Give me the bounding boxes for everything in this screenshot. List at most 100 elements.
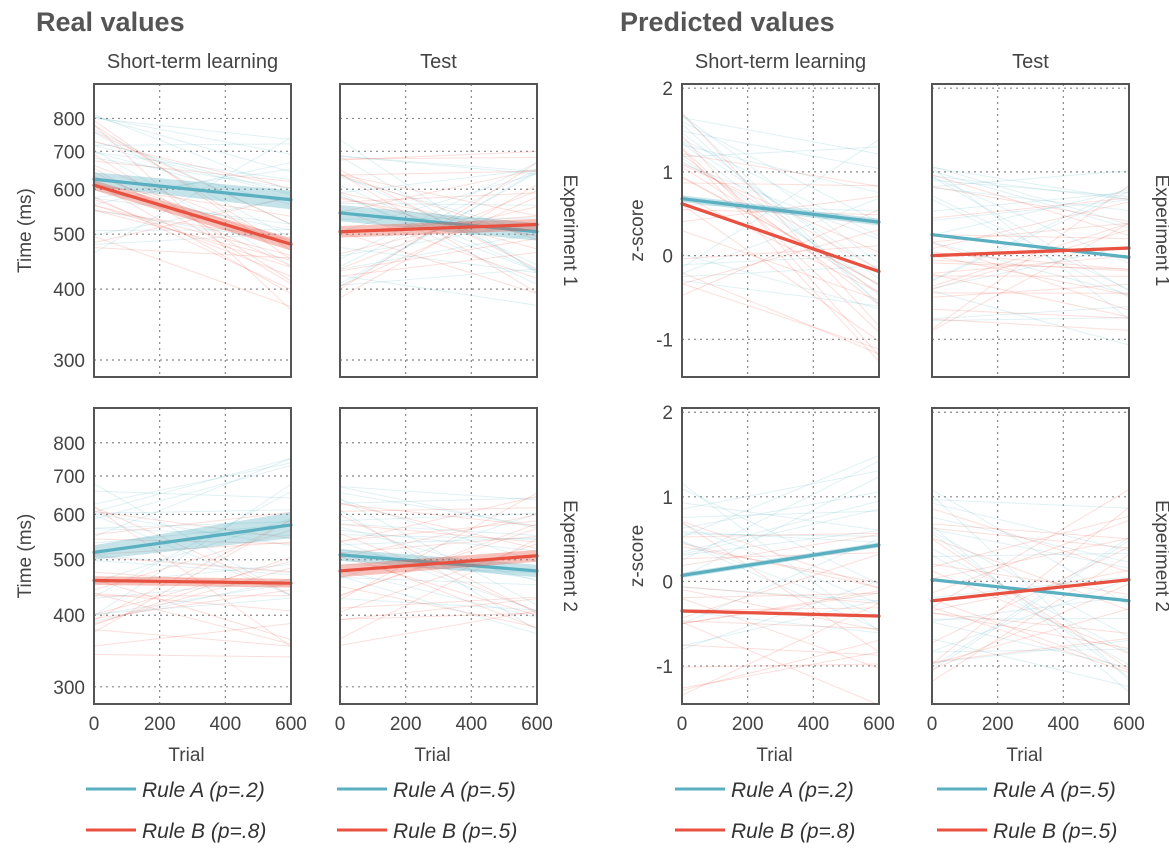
- subject-line: [340, 168, 537, 267]
- fit-line-rule-a: [680, 543, 881, 578]
- subject-line: [94, 128, 291, 226]
- subject-line: [682, 114, 879, 264]
- subject-lines: [94, 457, 291, 658]
- subject-line: [340, 541, 537, 612]
- subject-line: [340, 251, 537, 277]
- subject-line: [94, 506, 291, 648]
- subject-line: [682, 586, 879, 604]
- subject-line: [932, 516, 1129, 563]
- subject-line: [340, 520, 537, 542]
- x-tick-label: 400: [1047, 714, 1079, 735]
- subject-line: [932, 222, 1129, 287]
- subject-line: [94, 116, 291, 155]
- subject-line: [94, 559, 291, 576]
- subject-line: [932, 525, 1129, 693]
- subject-line: [94, 196, 291, 291]
- subject-line: [340, 184, 537, 299]
- subject-lines: [932, 489, 1129, 693]
- subject-line: [94, 509, 291, 514]
- subject-line: [94, 160, 291, 183]
- subject-line: [932, 519, 1129, 594]
- subject-line: [340, 192, 537, 203]
- subject-line: [94, 198, 291, 277]
- subject-line: [94, 491, 291, 598]
- panel-0-1-1: 0 200 400 600 Trial Experiment 2: [335, 407, 580, 766]
- subject-line: [340, 529, 537, 552]
- subject-line: [932, 528, 1129, 569]
- subject-line: [932, 170, 1129, 188]
- subject-line: [94, 582, 291, 616]
- subject-line: [682, 280, 879, 307]
- subject-line: [94, 567, 291, 625]
- x-tick-label: 200: [390, 714, 422, 735]
- subject-line: [682, 144, 879, 194]
- subject-line: [682, 589, 879, 631]
- subject-line: [94, 578, 291, 641]
- subject-line: [340, 569, 537, 619]
- subject-line: [94, 197, 291, 236]
- subject-line: [94, 204, 291, 256]
- subject-line: [94, 162, 291, 205]
- subject-line: [94, 555, 291, 573]
- subject-line: [682, 117, 879, 155]
- subject-line: [932, 179, 1129, 198]
- subject-line: [932, 502, 1129, 552]
- legend-label-rule-a: Rule A (p=.2): [142, 779, 265, 802]
- x-tick-label: 600: [1113, 714, 1145, 735]
- subject-line: [340, 196, 537, 287]
- subject-line: [94, 519, 291, 621]
- subject-line: [682, 491, 879, 529]
- legend-3: Rule A (p=.5) Rule B (p=.5): [937, 779, 1117, 843]
- real-values-title: Real values: [36, 7, 185, 37]
- subject-line: [340, 495, 537, 543]
- subject-line: [932, 185, 1129, 330]
- subject-line: [682, 229, 879, 285]
- subject-line: [94, 157, 291, 189]
- subject-line: [340, 209, 537, 279]
- subject-line: [94, 131, 291, 239]
- x-axis-label: Trial: [1006, 745, 1042, 766]
- subject-line: [340, 492, 537, 601]
- subject-line: [932, 506, 1129, 665]
- subject-line: [340, 507, 537, 512]
- subject-line: [94, 209, 291, 244]
- subject-line: [340, 543, 537, 613]
- subject-line: [94, 483, 291, 617]
- subject-line: [682, 533, 879, 537]
- subject-line: [94, 235, 291, 308]
- subject-line: [340, 576, 537, 586]
- subject-line: [932, 199, 1129, 221]
- legend-label-rule-a: Rule A (p=.5): [393, 779, 516, 802]
- subject-line: [340, 162, 537, 260]
- subject-line: [682, 130, 879, 170]
- subject-line: [682, 521, 879, 589]
- subject-line: [682, 476, 879, 578]
- subject-line: [932, 530, 1129, 638]
- subject-line: [932, 578, 1129, 652]
- fit-line-rule-a: [930, 233, 1131, 259]
- subject-line: [340, 151, 537, 161]
- legend-label-rule-b: Rule B (p=.8): [731, 820, 855, 843]
- subject-line: [682, 132, 879, 280]
- panel-frame: [931, 83, 1130, 378]
- subject-line: [94, 506, 291, 596]
- subject-line: [932, 175, 1129, 201]
- subject-line: [340, 538, 537, 640]
- subject-line: [682, 157, 879, 287]
- subject-line: [94, 592, 291, 645]
- subject-line: [932, 176, 1129, 292]
- subject-line: [94, 521, 291, 529]
- subject-line: [932, 606, 1129, 673]
- fit-line-rule-b: [92, 578, 293, 585]
- panel-frame: [93, 83, 292, 378]
- subject-line: [932, 190, 1129, 282]
- legend-1: Rule A (p=.5) Rule B (p=.5): [337, 779, 517, 843]
- subject-line: [340, 502, 537, 550]
- subject-line: [340, 168, 537, 194]
- panels: 300 400 500 600 700 800 Time (ms) Short-term le…: [15, 51, 1169, 766]
- subject-line: [932, 546, 1129, 644]
- subject-line: [682, 592, 879, 625]
- panel-frame: [681, 407, 880, 705]
- subject-line: [340, 497, 537, 504]
- fit-line-rule-b: [338, 554, 539, 573]
